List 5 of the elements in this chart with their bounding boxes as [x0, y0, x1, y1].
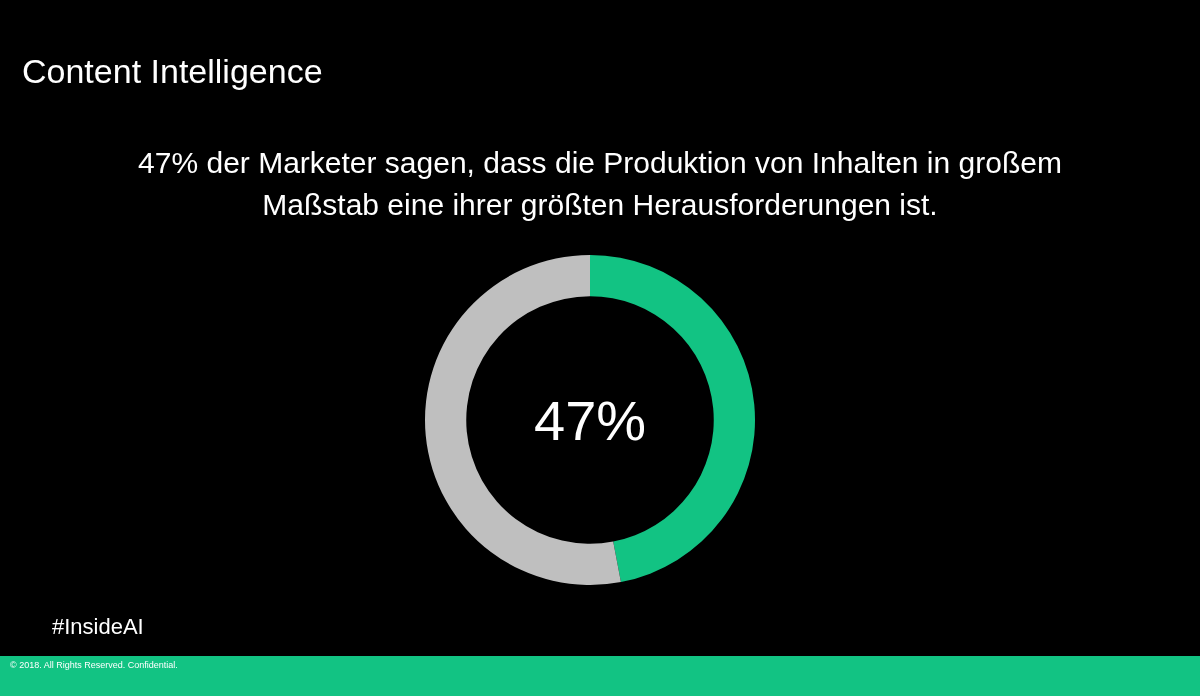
chart-subtitle: 47% der Marketer sagen, dass die Produktion von Inhalten in großem Maßstab eine ihrer größten Herausforderungen ist. [137, 145, 1063, 223]
footer-strip: © 2018. All Rights Reserved. Confidential. [0, 656, 1200, 696]
text: #InsideAI [52, 614, 144, 640]
chart-title: Content Intelligence [22, 52, 323, 91]
text: 47% [534, 389, 647, 452]
